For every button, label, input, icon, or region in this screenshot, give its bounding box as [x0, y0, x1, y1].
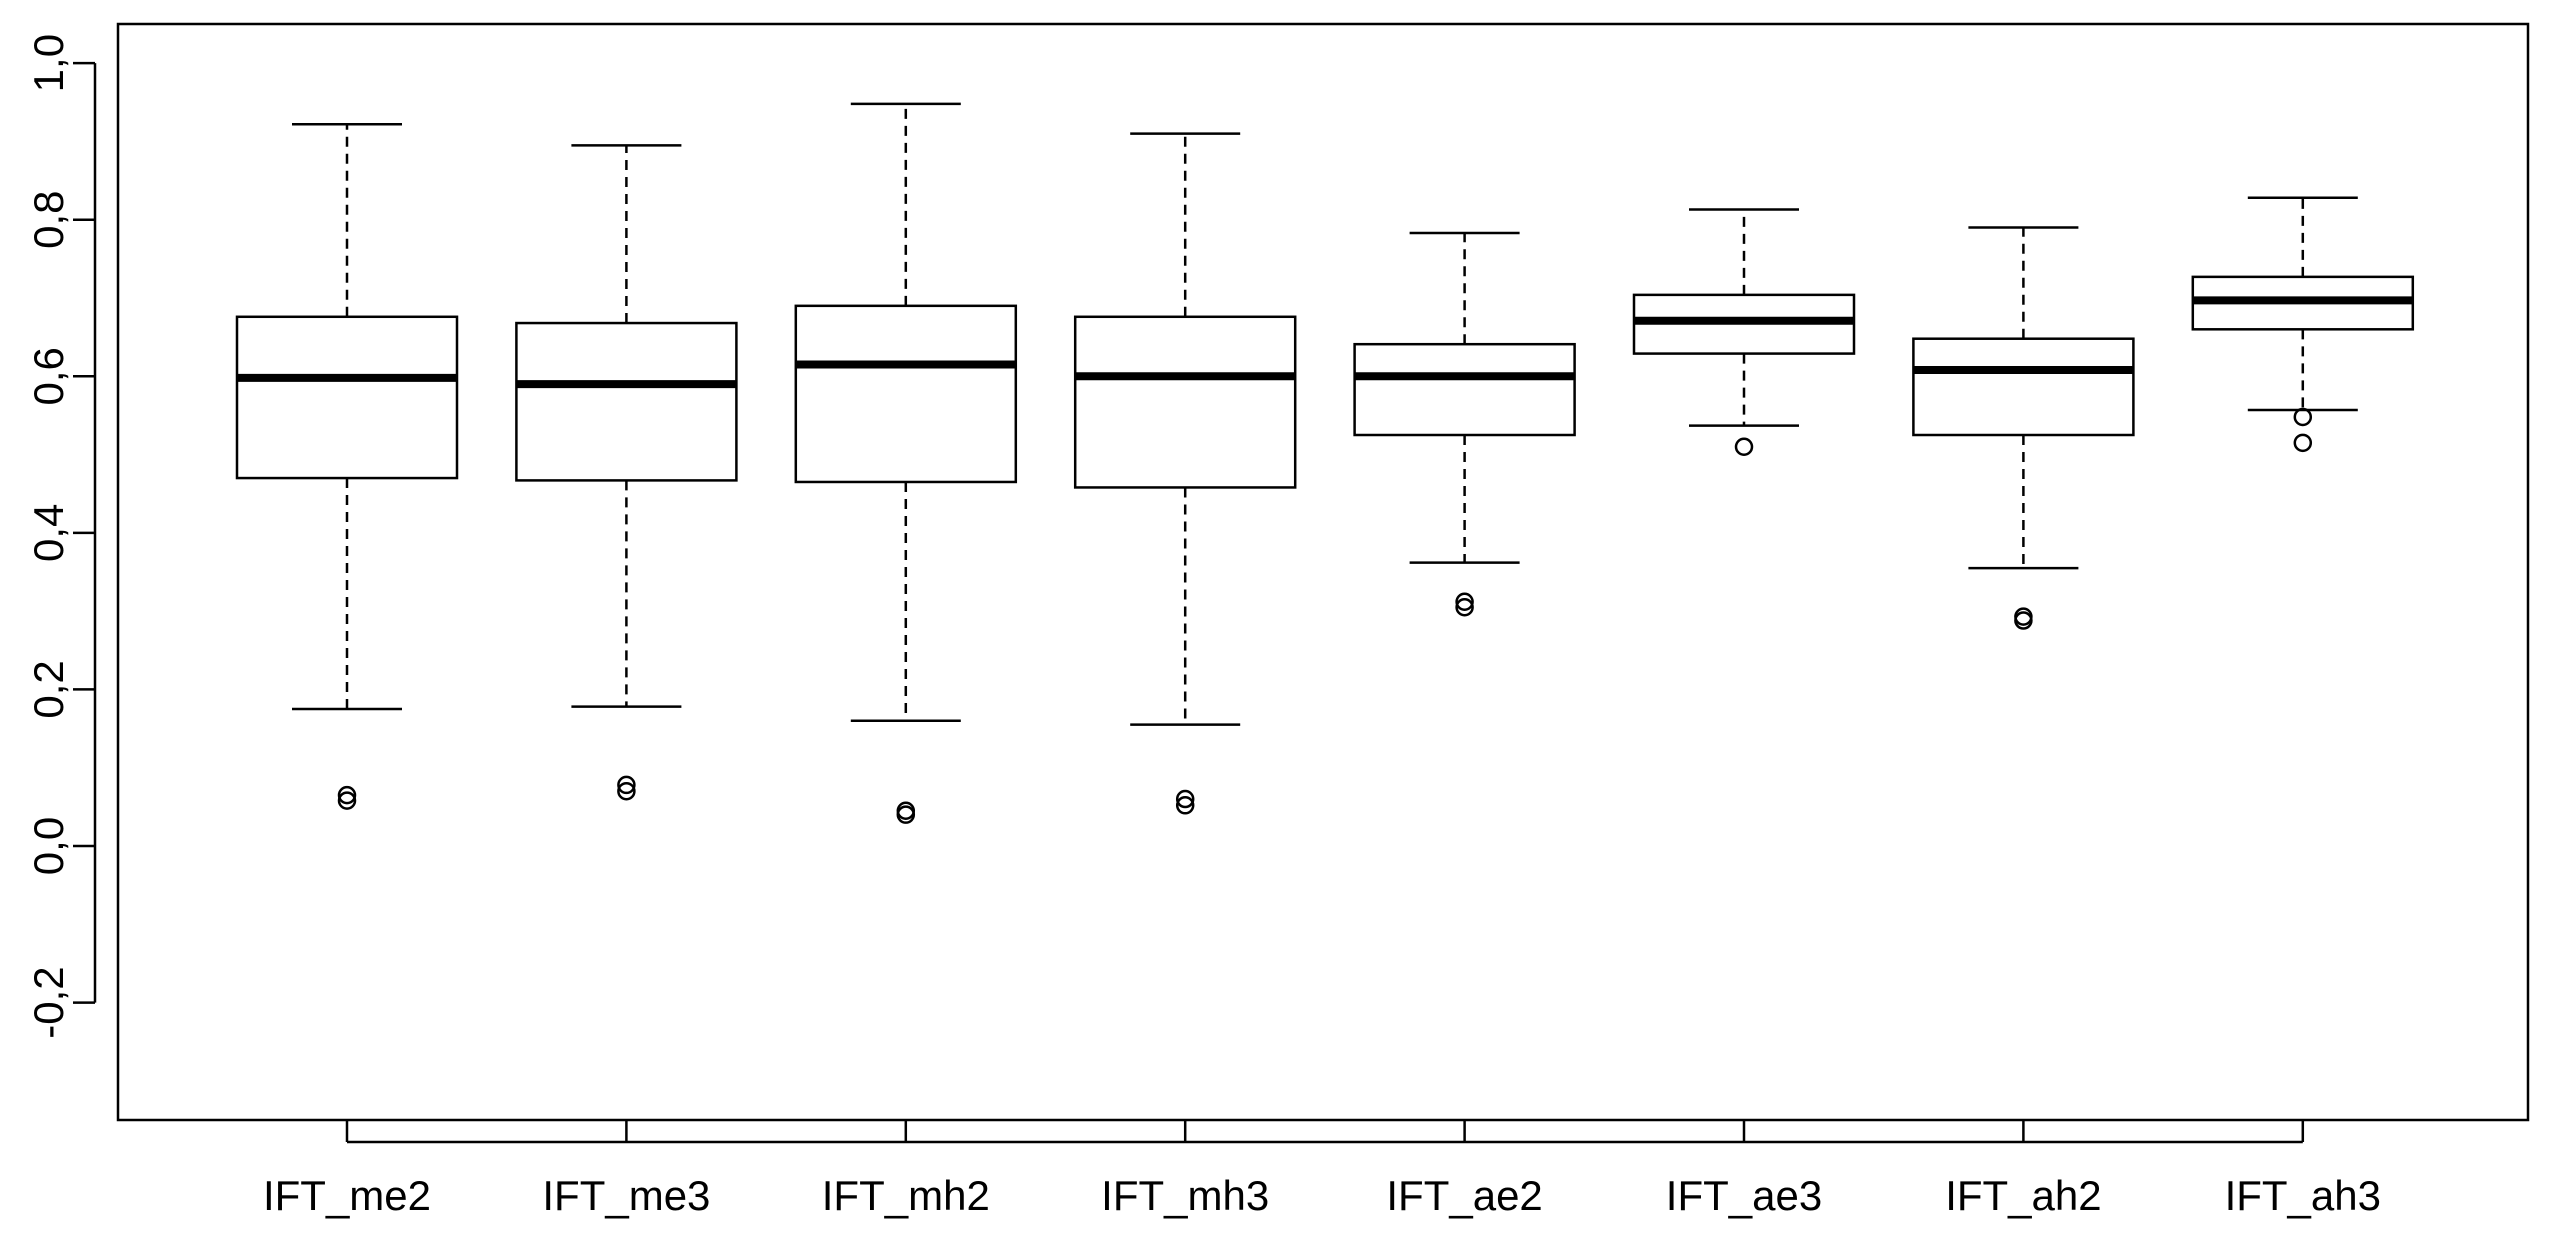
y-tick-label: 1,0 [25, 34, 72, 92]
x-tick-label: IFT_mh3 [1101, 1172, 1269, 1219]
y-tick-label: 0,4 [25, 504, 72, 562]
box-IFT_ah3 [2191, 196, 2415, 453]
box-IFT_ah2 [1912, 226, 2135, 630]
box-IFT_ae3 [1632, 208, 1856, 456]
outlier-point [337, 785, 357, 805]
outlier-point [2293, 433, 2313, 453]
box-IFT_ae2 [1353, 231, 1576, 617]
box-rect [1073, 315, 1297, 489]
y-tick-label: 0,8 [25, 191, 72, 249]
y-tick-label: 0,0 [25, 817, 72, 875]
y-tick-label: -0,2 [25, 966, 72, 1038]
x-tick-label: IFT_ah2 [1945, 1172, 2101, 1219]
y-tick-label: 0,6 [25, 347, 72, 405]
outlier-point [617, 775, 636, 795]
outlier-point [1455, 592, 1474, 611]
x-tick-label: IFT_ae2 [1386, 1172, 1542, 1219]
box-rect [1912, 337, 2135, 437]
outlier-point [2293, 407, 2313, 427]
outlier-point [337, 791, 357, 810]
box-IFT_mh2 [794, 102, 1018, 824]
outlier-point [1734, 437, 1754, 456]
box-IFT_me3 [515, 144, 738, 801]
x-tick-label: IFT_mh2 [822, 1172, 990, 1219]
outlier-point [2014, 607, 2033, 626]
box-IFT_mh3 [1073, 132, 1297, 815]
outlier-point [617, 781, 636, 801]
box-rect [235, 315, 459, 480]
box-rect [1353, 342, 1576, 437]
plot-frame [116, 22, 2530, 1122]
x-tick-label: IFT_me3 [542, 1172, 710, 1219]
outlier-point [896, 801, 916, 821]
x-tick-label: IFT_ah3 [2225, 1172, 2381, 1219]
boxes-group [235, 102, 2415, 824]
x-tick-label: IFT_ae3 [1666, 1172, 1822, 1219]
x-tick-label: IFT_me2 [263, 1172, 431, 1219]
y-axis: -0,2 0,0 0,2 0,4 0,6 0,8 1,0 [25, 34, 97, 1039]
outlier-point [1455, 597, 1474, 617]
box-rect [794, 304, 1018, 484]
box-rect [515, 321, 738, 482]
x-axis: IFT_me2 IFT_me3 IFT_mh2 IFT_mh3 IFT_ae2 IFT_a… [263, 1120, 2381, 1219]
outlier-point [1175, 789, 1195, 809]
box-IFT_me2 [235, 122, 459, 810]
y-tick-label: 0,2 [25, 660, 72, 718]
outlier-point [1175, 796, 1195, 815]
